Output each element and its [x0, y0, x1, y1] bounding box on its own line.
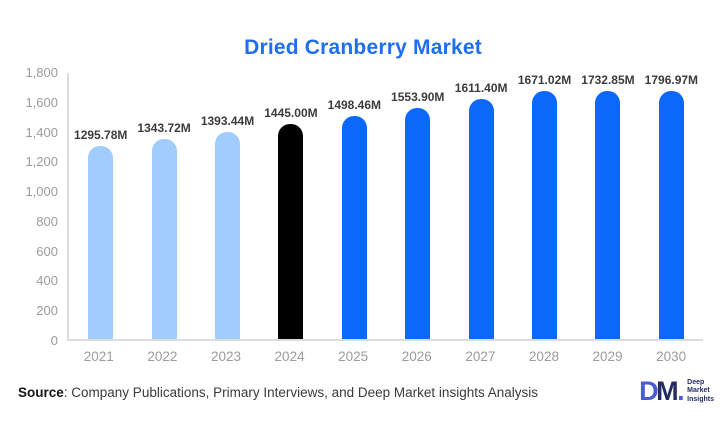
x-tick-label: 2030 — [656, 349, 687, 364]
x-tick-label: 2022 — [147, 349, 178, 364]
plot-area: 1295.78M 1343.72M 1393.44M 1445.00M 1498.46M… — [67, 73, 703, 341]
x-tick-label: 2024 — [274, 349, 305, 364]
x-tick-label: 2021 — [83, 349, 114, 364]
bar-group-2027: 1611.40M — [449, 73, 512, 339]
y-tick-label: 1,000 — [25, 184, 58, 200]
x-tick-label: 2023 — [210, 349, 241, 364]
x-tick-label: 2027 — [465, 349, 496, 364]
bar-2028 — [532, 91, 558, 339]
y-tick-label: 1,200 — [25, 154, 58, 170]
y-tick-label: 0 — [50, 333, 58, 348]
bar-group-2022: 1343.72M — [132, 73, 195, 339]
bar-value-label: 1611.40M — [454, 81, 508, 96]
bar-group-2029: 1732.85M — [576, 73, 639, 339]
y-tick-label: 200 — [36, 303, 58, 319]
dmi-logo: DM. Deep Market Insights — [639, 378, 714, 405]
bar-group-2025: 1498.46M — [323, 73, 386, 339]
bar-group-2021: 1295.78M — [69, 73, 132, 339]
source-label: Source — [18, 385, 64, 400]
y-tick-label: 400 — [36, 273, 58, 289]
bar-2026 — [405, 107, 431, 339]
logo-line-3: Insights — [687, 395, 714, 403]
bar-value-label: 1553.90M — [391, 89, 445, 104]
bar-group-2026: 1553.90M — [386, 73, 449, 339]
y-tick-label: 1,600 — [25, 94, 58, 110]
bar-value-label: 1732.85M — [581, 73, 635, 87]
bar-2021 — [88, 146, 114, 339]
dmi-logo-icon: DM. — [639, 376, 685, 406]
source-note: Source: Company Publications, Primary In… — [18, 385, 538, 400]
x-tick-label: 2025 — [338, 349, 369, 364]
y-tick-label: 1,800 — [25, 65, 58, 80]
bar-value-label: 1393.44M — [200, 113, 255, 128]
logo-letter-m: M — [656, 376, 679, 406]
y-tick-label: 1,400 — [25, 124, 58, 140]
bar-2027 — [468, 99, 494, 339]
y-axis: 0 200 400 600 800 1,000 1,200 1,400 1,600 1,800 — [0, 65, 58, 348]
x-tick-label: 2028 — [528, 349, 559, 364]
x-tick-label: 2026 — [401, 349, 432, 364]
bar-group-2028: 1671.02M — [513, 73, 576, 339]
bar-2023 — [215, 131, 241, 339]
bar-2022 — [151, 138, 177, 339]
x-tick-label: 2029 — [592, 349, 623, 364]
bar-group-2023: 1393.44M — [196, 73, 259, 339]
bar-value-label: 1295.78M — [74, 128, 128, 143]
bar-value-label: 1343.72M — [137, 120, 191, 135]
bar-group-2024: 1445.00M — [259, 73, 322, 339]
chart-title: Dried Cranberry Market — [244, 36, 482, 59]
bar-group-2030: 1796.97M — [640, 73, 703, 339]
source-text: : Company Publications, Primary Intervie… — [63, 385, 538, 400]
bar-value-label: 1796.97M — [644, 73, 699, 87]
bar-value-label: 1671.02M — [517, 73, 572, 87]
bar-2030 — [658, 91, 684, 339]
bar-2029 — [595, 91, 621, 339]
bar-value-label: 1445.00M — [264, 105, 318, 120]
x-axis: 2021 2022 2023 2024 2025 2026 2027 2028 2029 2030 — [67, 349, 703, 364]
logo-letter-d: D — [639, 376, 659, 406]
y-tick-label: 600 — [36, 243, 58, 259]
bar-2025 — [341, 115, 367, 339]
logo-dot: . — [677, 376, 685, 406]
logo-wordmark: Deep Market Insights — [687, 379, 714, 405]
y-tick-label: 800 — [36, 213, 58, 229]
bar-value-label: 1498.46M — [327, 97, 382, 112]
logo-line-1: Deep — [687, 378, 705, 386]
bar-2024 — [278, 123, 304, 339]
logo-line-2: Market — [687, 387, 710, 395]
